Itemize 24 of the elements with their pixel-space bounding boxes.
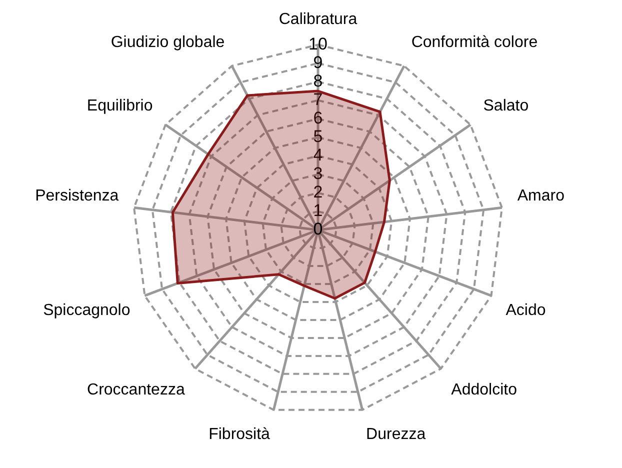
y-tick-label: 8 <box>313 71 323 90</box>
y-tick-label: 0 <box>313 220 323 239</box>
spoke-label: Equilibrio <box>86 98 153 115</box>
spoke-label: Croccantezza <box>87 381 185 398</box>
spoke-label: Conformità colore <box>411 34 538 52</box>
y-tick-label: 6 <box>313 108 323 128</box>
spoke-label: Giudizio globale <box>110 34 225 52</box>
y-tick-label: 4 <box>313 146 323 165</box>
spoke-label: Fibrosità <box>208 426 270 443</box>
spoke-label: Salato <box>483 98 529 115</box>
spoke-label: Addolcito <box>451 381 518 398</box>
y-tick-label: 10 <box>308 34 328 54</box>
spoke-label: Acido <box>506 302 546 320</box>
spoke-label: Persistenza <box>35 188 119 205</box>
y-tick-label: 2 <box>313 182 323 202</box>
spoke-label: Durezza <box>366 426 426 443</box>
y-tick-label: 9 <box>313 52 323 72</box>
y-tick-label: 5 <box>313 127 323 146</box>
y-tick-label: 3 <box>313 164 323 184</box>
y-tick-label: 1 <box>313 201 323 220</box>
spoke-label: Amaro <box>517 188 565 205</box>
spoke-label: Calibratura <box>278 11 358 28</box>
spoke-label: Spiccagnolo <box>43 302 130 320</box>
y-tick-label: 7 <box>313 90 323 109</box>
